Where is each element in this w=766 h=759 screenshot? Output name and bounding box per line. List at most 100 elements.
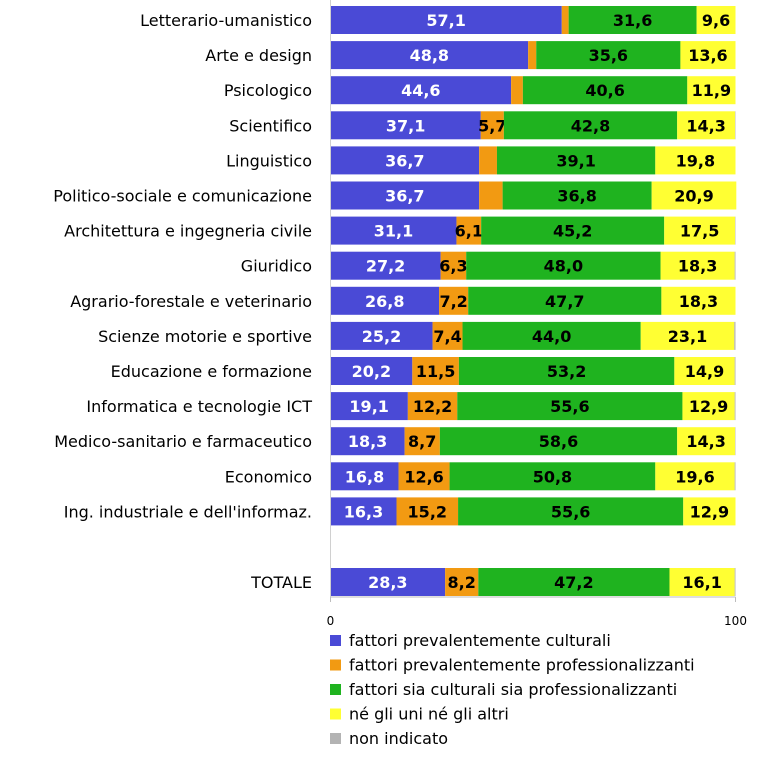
bar-psicologico-ne-gli-uni-ne-gli-altri [687, 76, 736, 105]
data-label-educazione-e-formazione-fattori-sia-culturali-sia-professionalizzanti: 53,2 [547, 362, 586, 381]
data-label-scienze-motorie-e-sportive-fattori-prevalentemente-culturali: 25,2 [362, 327, 401, 346]
data-label-psicologico-fattori-sia-culturali-sia-professionalizzanti: 40,6 [585, 81, 624, 100]
bar-economico-ne-gli-uni-ne-gli-altri [655, 462, 735, 491]
legend-label-fattori-sia-culturali-sia-professionalizzanti: fattori sia culturali sia professionaliz… [349, 680, 677, 699]
bar-psicologico-fattori-prevalentemente-professionalizzanti [511, 76, 523, 105]
data-label-totale-fattori-prevalentemente-professionalizzanti: 8,2 [448, 573, 476, 592]
bar-scienze-motorie-e-sportive-fattori-sia-culturali-sia-professionalizzanti [462, 321, 641, 350]
data-label-scienze-motorie-e-sportive-fattori-prevalentemente-professionalizzanti: 7,4 [433, 327, 461, 346]
bar-architettura-e-ingegneria-civile-fattori-prevalentemente-professionalizzanti [456, 216, 482, 245]
x-tick-label: 0 [327, 614, 335, 628]
bars-layer: Letterario-umanistico 57,1 31,6 9,6 Arte e d… [53, 6, 737, 596]
bar-totale-non-indicato [734, 568, 736, 596]
data-label-ing-industriale-e-dell-informaz-fattori-prevalentemente-professionalizzanti: 15,2 [408, 502, 447, 521]
data-label-architettura-e-ingegneria-civile-fattori-prevalentemente-professionalizzanti: 6,1 [455, 222, 483, 241]
data-label-politico-sociale-e-comunicazione-ne-gli-uni-ne-gli-altri: 20,9 [674, 187, 713, 206]
data-label-informatica-e-tecnologie-ict-fattori-prevalentemente-professionalizzanti: 12,2 [413, 397, 452, 416]
category-label-informatica-e-tecnologie-ict: Informatica e tecnologie ICT [86, 397, 312, 416]
data-label-politico-sociale-e-comunicazione-fattori-sia-culturali-sia-professionalizzanti: 36,8 [557, 187, 596, 206]
bar-scientifico-fattori-prevalentemente-culturali [330, 111, 481, 140]
bar-scientifico-fattori-sia-culturali-sia-professionalizzanti [503, 111, 678, 140]
data-label-totale-ne-gli-uni-ne-gli-altri: 16,1 [682, 573, 721, 592]
bar-politico-sociale-e-comunicazione-fattori-prevalentemente-culturali [330, 181, 480, 210]
bar-totale-ne-gli-uni-ne-gli-altri [669, 568, 735, 596]
bar-informatica-e-tecnologie-ict-fattori-prevalentemente-professionalizzanti [407, 392, 458, 421]
category-label-totale: TOTALE [250, 573, 312, 592]
bar-giuridico-fattori-prevalentemente-culturali [330, 251, 441, 280]
data-label-giuridico-fattori-prevalentemente-professionalizzanti: 6,3 [439, 257, 467, 276]
data-label-arte-e-design-ne-gli-uni-ne-gli-altri: 13,6 [688, 46, 727, 65]
bar-giuridico-ne-gli-uni-ne-gli-altri [660, 251, 735, 280]
data-label-educazione-e-formazione-ne-gli-uni-ne-gli-altri: 14,9 [685, 362, 724, 381]
bar-scienze-motorie-e-sportive-fattori-prevalentemente-culturali [330, 321, 433, 350]
bar-letterario-umanistico-fattori-sia-culturali-sia-professionalizzanti [568, 6, 697, 34]
bar-politico-sociale-e-comunicazione-ne-gli-uni-ne-gli-altri [651, 181, 737, 210]
data-label-educazione-e-formazione-fattori-prevalentemente-professionalizzanti: 11,5 [416, 362, 455, 381]
legend-label-ne-gli-uni-ne-gli-altri: né gli uni né gli altri [349, 705, 509, 724]
category-label-economico: Economico [225, 467, 312, 486]
data-label-agrario-forestale-e-veterinario-ne-gli-uni-ne-gli-altri: 18,3 [679, 292, 718, 311]
bar-economico-non-indicato [734, 462, 736, 491]
data-label-giuridico-ne-gli-uni-ne-gli-altri: 18,3 [678, 257, 717, 276]
bar-politico-sociale-e-comunicazione-fattori-sia-culturali-sia-professionalizzanti [502, 181, 652, 210]
bar-agrario-forestale-e-veterinario-fattori-prevalentemente-professionalizzanti [439, 286, 469, 315]
category-label-scienze-motorie-e-sportive: Scienze motorie e sportive [98, 327, 312, 346]
bar-medico-sanitario-e-farmaceutico-ne-gli-uni-ne-gli-altri [677, 427, 736, 456]
bar-educazione-e-formazione-fattori-sia-culturali-sia-professionalizzanti [458, 357, 675, 385]
bar-totale-fattori-prevalentemente-culturali [330, 568, 446, 596]
legend-swatch-non-indicato [330, 733, 341, 744]
bar-medico-sanitario-e-farmaceutico-fattori-prevalentemente-culturali [330, 427, 405, 456]
bar-educazione-e-formazione-fattori-prevalentemente-culturali [330, 357, 413, 385]
bar-educazione-e-formazione-ne-gli-uni-ne-gli-altri [674, 357, 735, 385]
bar-agrario-forestale-e-veterinario-fattori-prevalentemente-culturali [330, 286, 440, 315]
category-label-psicologico: Psicologico [224, 81, 312, 100]
data-label-economico-fattori-prevalentemente-professionalizzanti: 12,6 [404, 467, 443, 486]
bar-scientifico-fattori-prevalentemente-professionalizzanti [480, 111, 504, 140]
bar-architettura-e-ingegneria-civile-fattori-sia-culturali-sia-professionalizzanti [481, 216, 665, 245]
bar-ing-industriale-e-dell-informaz-fattori-prevalentemente-professionalizzanti [396, 497, 459, 526]
bar-letterario-umanistico-ne-gli-uni-ne-gli-altri [696, 6, 736, 34]
bar-agrario-forestale-e-veterinario-ne-gli-uni-ne-gli-altri [661, 286, 736, 315]
legend-swatch-fattori-prevalentemente-culturali [330, 635, 341, 646]
bar-linguistico-fattori-prevalentemente-culturali [330, 146, 480, 175]
category-label-ing-industriale-e-dell-informaz: Ing. industriale e dell'informaz. [64, 502, 312, 521]
data-label-agrario-forestale-e-veterinario-fattori-sia-culturali-sia-professionalizzanti: 47,7 [545, 292, 584, 311]
legend-swatch-fattori-sia-culturali-sia-professionalizzanti [330, 684, 341, 695]
bar-scienze-motorie-e-sportive-fattori-prevalentemente-professionalizzanti [432, 321, 463, 350]
data-label-politico-sociale-e-comunicazione-fattori-prevalentemente-culturali: 36,7 [385, 187, 424, 206]
data-label-agrario-forestale-e-veterinario-fattori-prevalentemente-culturali: 26,8 [365, 292, 404, 311]
data-label-architettura-e-ingegneria-civile-fattori-sia-culturali-sia-professionalizzanti: 45,2 [553, 222, 592, 241]
bar-politico-sociale-e-comunicazione-fattori-prevalentemente-professionalizzanti [479, 181, 503, 210]
data-label-ing-industriale-e-dell-informaz-ne-gli-uni-ne-gli-altri: 12,9 [690, 502, 729, 521]
bar-totale-fattori-sia-culturali-sia-professionalizzanti [478, 568, 670, 596]
bar-architettura-e-ingegneria-civile-ne-gli-uni-ne-gli-altri [664, 216, 736, 245]
bar-letterario-umanistico-fattori-prevalentemente-culturali [330, 6, 562, 34]
bar-informatica-e-tecnologie-ict-non-indicato [734, 392, 736, 421]
bar-arte-e-design-fattori-sia-culturali-sia-professionalizzanti [536, 41, 681, 70]
bar-linguistico-fattori-prevalentemente-professionalizzanti [479, 146, 497, 175]
legend-swatch-fattori-prevalentemente-professionalizzanti [330, 659, 341, 671]
category-label-giuridico: Giuridico [241, 257, 312, 276]
bar-giuridico-fattori-prevalentemente-professionalizzanti [440, 251, 467, 280]
data-label-medico-sanitario-e-farmaceutico-ne-gli-uni-ne-gli-altri: 14,3 [686, 432, 725, 451]
data-label-psicologico-ne-gli-uni-ne-gli-altri: 11,9 [692, 81, 731, 100]
bar-giuridico-non-indicato [734, 251, 736, 280]
category-label-letterario-umanistico: Letterario-umanistico [140, 11, 312, 30]
legend-label-fattori-prevalentemente-culturali: fattori prevalentemente culturali [349, 631, 611, 650]
data-label-scientifico-fattori-prevalentemente-professionalizzanti: 5,7 [478, 116, 506, 135]
data-label-letterario-umanistico-ne-gli-uni-ne-gli-altri: 9,6 [702, 11, 730, 30]
data-label-ing-industriale-e-dell-informaz-fattori-prevalentemente-culturali: 16,3 [344, 502, 383, 521]
data-label-informatica-e-tecnologie-ict-fattori-sia-culturali-sia-professionalizzanti: 55,6 [550, 397, 589, 416]
data-label-architettura-e-ingegneria-civile-ne-gli-uni-ne-gli-altri: 17,5 [680, 222, 719, 241]
bar-totale-fattori-prevalentemente-professionalizzanti [445, 568, 479, 596]
category-label-agrario-forestale-e-veterinario: Agrario-forestale e veterinario [70, 292, 312, 311]
data-label-ing-industriale-e-dell-informaz-fattori-sia-culturali-sia-professionalizzanti: 55,6 [551, 502, 590, 521]
bar-educazione-e-formazione-fattori-prevalentemente-professionalizzanti [412, 357, 459, 385]
category-label-medico-sanitario-e-farmaceutico: Medico-sanitario e farmaceutico [54, 432, 312, 451]
data-label-scientifico-fattori-sia-culturali-sia-professionalizzanti: 42,8 [571, 116, 610, 135]
bar-medico-sanitario-e-farmaceutico-fattori-sia-culturali-sia-professionalizzanti [439, 427, 678, 456]
data-label-informatica-e-tecnologie-ict-ne-gli-uni-ne-gli-altri: 12,9 [689, 397, 728, 416]
data-label-medico-sanitario-e-farmaceutico-fattori-sia-culturali-sia-professionalizzanti: 58,6 [539, 432, 578, 451]
bar-economico-fattori-sia-culturali-sia-professionalizzanti [449, 462, 656, 491]
bar-linguistico-fattori-sia-culturali-sia-professionalizzanti [496, 146, 656, 175]
